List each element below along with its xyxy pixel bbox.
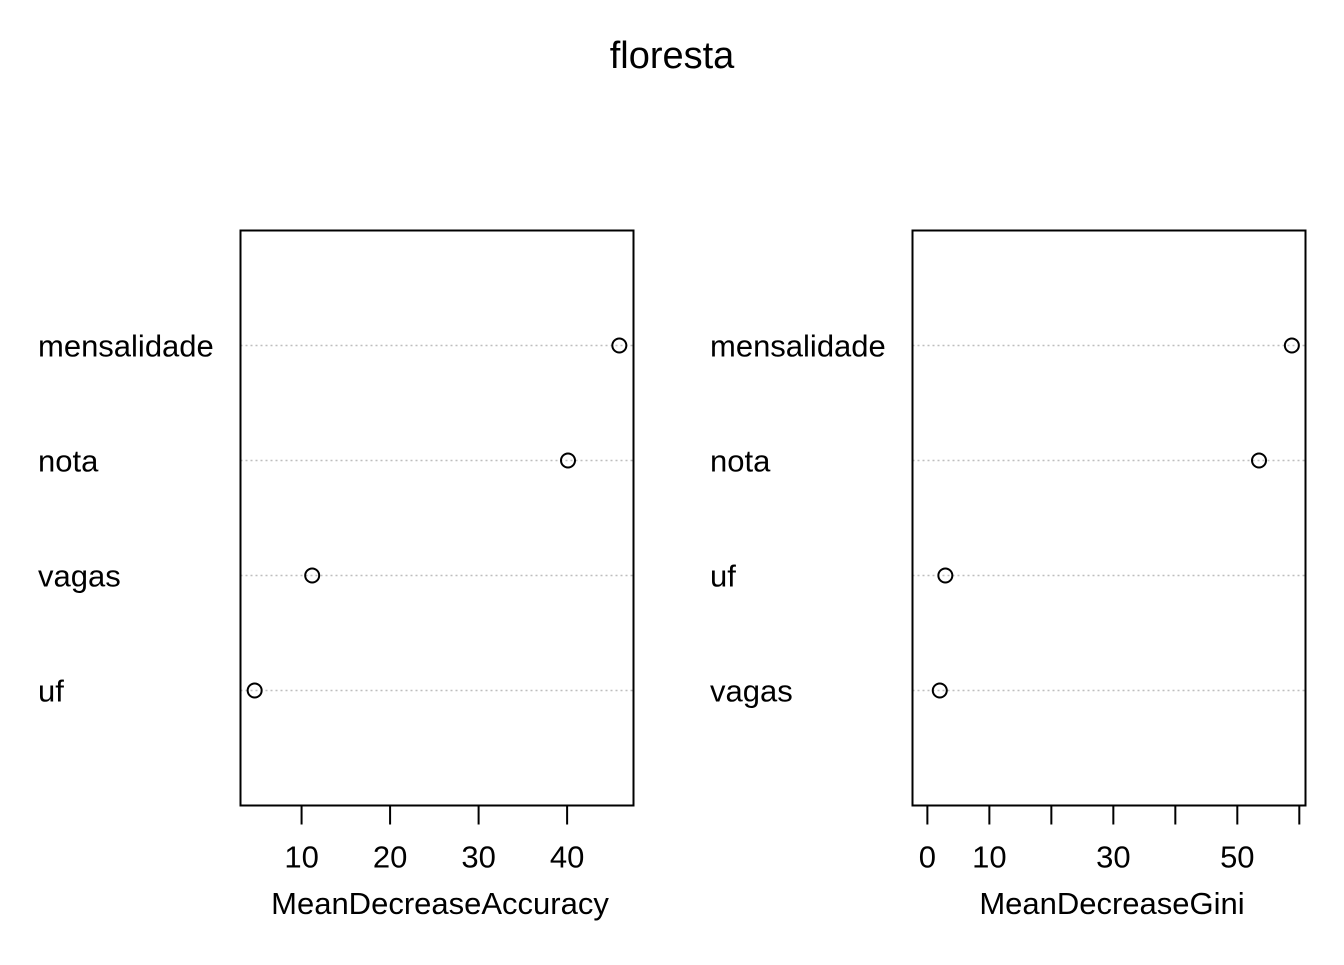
data-point xyxy=(1283,337,1300,354)
data-point xyxy=(937,567,954,584)
category-label: nota xyxy=(38,444,99,479)
category-label: vagas xyxy=(38,559,121,594)
plot-frame xyxy=(239,229,635,807)
category-label: uf xyxy=(710,559,736,594)
chart-panel-1: mensalidade nota vagas uf 10 20 30 40 MeanDecrea… xyxy=(38,229,635,921)
x-tick-label: 20 xyxy=(373,840,407,875)
x-tick-label: 30 xyxy=(1096,840,1130,875)
data-point xyxy=(246,682,263,699)
category-label: vagas xyxy=(710,674,793,709)
data-point xyxy=(1251,452,1268,469)
x-axis-title: MeanDecreaseAccuracy xyxy=(271,886,609,921)
plot-frame xyxy=(911,229,1307,807)
x-tick-label: 30 xyxy=(461,840,495,875)
category-label: nota xyxy=(710,444,771,479)
chart-title: floresta xyxy=(610,35,735,77)
x-tick-label: 10 xyxy=(284,840,318,875)
x-tick-label: 50 xyxy=(1220,840,1254,875)
category-label: mensalidade xyxy=(710,329,886,364)
category-label: mensalidade xyxy=(38,329,214,364)
x-tick-label: 10 xyxy=(972,840,1006,875)
data-point xyxy=(931,682,948,699)
chart-panel-2: mensalidade nota uf vagas 0 10 30 50 MeanDecreas… xyxy=(710,229,1307,921)
x-tick-label: 0 xyxy=(919,840,936,875)
x-tick-label: 40 xyxy=(550,840,584,875)
data-point xyxy=(560,452,576,469)
category-label: uf xyxy=(38,674,64,709)
data-point xyxy=(304,567,321,584)
x-axis-title: MeanDecreaseGini xyxy=(979,886,1244,921)
data-point xyxy=(611,337,628,354)
